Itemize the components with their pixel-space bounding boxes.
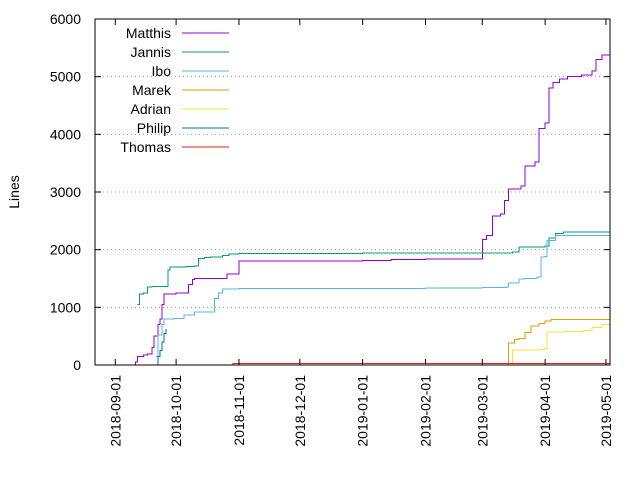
- series-line-adrian: [510, 323, 611, 366]
- legend-label-thomas: Thomas: [120, 139, 171, 155]
- plot-frame: [94, 18, 611, 366]
- x-tick-label: 2018-11-01: [231, 375, 247, 446]
- y-tick-label: 1000: [50, 299, 81, 315]
- legend-label-marek: Marek: [132, 82, 172, 98]
- x-axis-ticks: 2018-09-01 2018-10-01 2018-11-01 2018-12-01…: [107, 19, 614, 447]
- y-tick-label: 5000: [50, 69, 81, 85]
- series-line-ibo: [155, 234, 610, 357]
- series-line-philip: [155, 329, 167, 366]
- legend: Matthis Jannis Ibo Marek Adrian Philip Thomas: [120, 25, 229, 155]
- series-lines: [133, 54, 611, 366]
- y-tick-label: 2000: [50, 242, 81, 258]
- grid-lines: [95, 76, 610, 308]
- x-tick-label: 2019-01-01: [355, 375, 371, 447]
- series-line-jannis: [137, 231, 611, 305]
- x-tick-label: 2018-12-01: [292, 375, 308, 447]
- y-tick-label: 0: [73, 357, 81, 373]
- legend-label-adrian: Adrian: [131, 101, 171, 117]
- x-tick-label: 2019-05-01: [598, 375, 614, 447]
- series-line-matthis: [133, 54, 610, 366]
- y-axis-ticks: 0 1000 2000 3000 4000 5000 6000: [50, 11, 610, 373]
- x-tick-label: 2018-09-01: [107, 375, 123, 447]
- y-axis-label: Lines: [6, 175, 22, 208]
- y-tick-label: 3000: [50, 184, 81, 200]
- x-tick-label: 2019-03-01: [474, 375, 490, 447]
- y-tick-label: 4000: [50, 126, 81, 142]
- series-line-marek: [506, 318, 611, 366]
- x-tick-label: 2019-04-01: [537, 375, 553, 447]
- x-tick-label: 2018-10-01: [168, 375, 184, 447]
- legend-label-matthis: Matthis: [126, 25, 171, 41]
- legend-label-ibo: Ibo: [152, 63, 172, 79]
- legend-label-jannis: Jannis: [131, 44, 171, 60]
- legend-label-philip: Philip: [137, 120, 171, 136]
- x-tick-label: 2019-02-01: [417, 375, 433, 447]
- y-tick-label: 6000: [50, 11, 81, 27]
